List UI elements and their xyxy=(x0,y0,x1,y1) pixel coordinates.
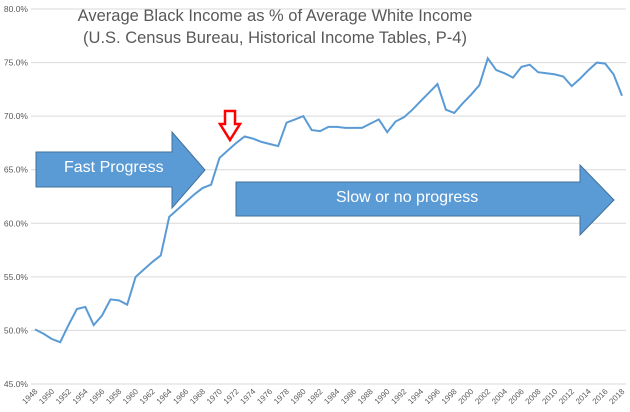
x-tick-label: 2010 xyxy=(540,387,559,406)
x-tick-label: 1954 xyxy=(71,387,90,406)
x-tick-label: 1952 xyxy=(54,387,73,406)
x-tick-label: 2004 xyxy=(490,387,509,406)
x-tick-label: 1956 xyxy=(88,387,107,406)
x-tick-label: 1996 xyxy=(423,387,442,406)
x-tick-label: 1964 xyxy=(155,387,174,406)
x-tick-label: 1990 xyxy=(373,387,392,406)
x-tick-label: 1980 xyxy=(289,387,308,406)
x-tick-label: 2018 xyxy=(607,387,626,406)
x-tick-label: 1950 xyxy=(37,387,56,406)
x-tick-label: 1974 xyxy=(238,387,257,406)
x-tick-label: 1992 xyxy=(389,387,408,406)
x-tick-label: 1958 xyxy=(104,387,123,406)
y-tick-label: 80.0% xyxy=(4,4,29,14)
x-tick-label: 1984 xyxy=(322,387,341,406)
x-tick-label: 1970 xyxy=(205,387,224,406)
chart-subtitle: (U.S. Census Bureau, Historical Income T… xyxy=(83,29,467,47)
x-tick-label: 1986 xyxy=(339,387,358,406)
x-axis-labels: 1948195019521954195619581960196219641966… xyxy=(20,387,626,406)
x-tick-label: 1968 xyxy=(188,387,207,406)
x-tick-label: 1972 xyxy=(222,387,241,406)
x-tick-label: 1988 xyxy=(356,387,375,406)
y-tick-label: 60.0% xyxy=(4,218,29,228)
x-tick-label: 2006 xyxy=(507,387,526,406)
chart-title: Average Black Income as % of Average Whi… xyxy=(77,7,473,25)
x-tick-label: 2008 xyxy=(524,387,543,406)
fast-progress-arrow xyxy=(35,130,206,210)
x-tick-label: 1962 xyxy=(138,387,157,406)
y-tick-label: 45.0% xyxy=(4,379,29,389)
y-tick-label: 75.0% xyxy=(4,58,29,68)
x-tick-label: 2012 xyxy=(557,387,576,406)
x-tick-label: 1978 xyxy=(272,387,291,406)
x-tick-label: 1966 xyxy=(171,387,190,406)
x-tick-label: 1948 xyxy=(20,387,39,406)
x-tick-label: 2016 xyxy=(591,387,610,406)
x-tick-label: 1994 xyxy=(406,387,425,406)
y-tick-label: 50.0% xyxy=(4,325,29,335)
data-points xyxy=(34,58,623,343)
x-tick-label: 2014 xyxy=(574,387,593,406)
x-tick-label: 2002 xyxy=(473,387,492,406)
y-axis-labels: 45.0% 50.0% 55.0% 60.0% 65.0% 70.0% 75.0% 80.0% xyxy=(4,4,29,389)
x-tick-label: 1976 xyxy=(255,387,274,406)
slow-progress-label: Slow or no progress xyxy=(336,189,479,206)
x-tick-label: 2000 xyxy=(457,387,476,406)
x-tick-label: 1960 xyxy=(121,387,140,406)
fast-progress-label: Fast Progress xyxy=(64,159,164,176)
y-tick-label: 55.0% xyxy=(4,272,29,282)
y-tick-label: 65.0% xyxy=(4,165,29,175)
x-tick-label: 1982 xyxy=(306,387,325,406)
down-arrow-icon xyxy=(217,109,243,143)
slow-progress-arrow xyxy=(235,163,615,237)
y-tick-label: 70.0% xyxy=(4,111,29,121)
x-tick-label: 1998 xyxy=(440,387,459,406)
